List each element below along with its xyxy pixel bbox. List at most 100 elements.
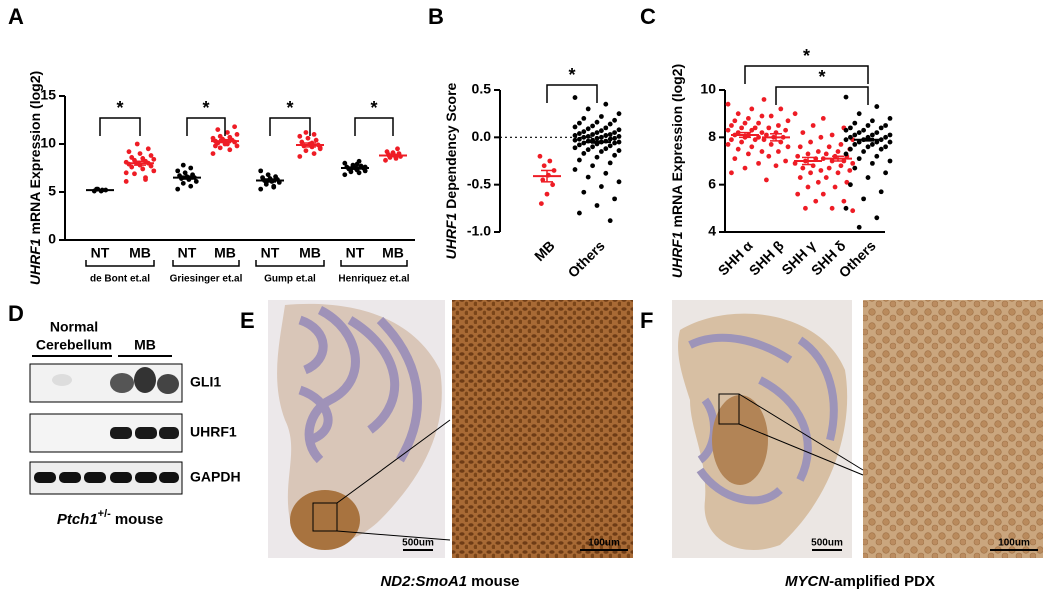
- data-point: [175, 186, 181, 192]
- data-point: [829, 205, 835, 211]
- data-point: [818, 134, 824, 140]
- data-point: [749, 127, 755, 133]
- data-point: [585, 133, 591, 139]
- band: [110, 427, 132, 439]
- blot-header: MB: [134, 337, 156, 353]
- y-tick-label: 4: [708, 223, 716, 239]
- data-point: [383, 157, 388, 163]
- data-point: [756, 134, 761, 140]
- data-point: [850, 160, 856, 166]
- data-point: [180, 162, 186, 168]
- data-point: [815, 179, 821, 185]
- data-point: [577, 136, 582, 142]
- data-point: [313, 137, 319, 143]
- data-point: [126, 149, 132, 155]
- data-point: [865, 175, 871, 180]
- data-point: [132, 171, 137, 177]
- data-point: [874, 130, 880, 136]
- data-point: [311, 132, 317, 137]
- significance-label: *: [202, 98, 209, 118]
- data-point: [874, 153, 880, 159]
- data-point: [607, 136, 613, 142]
- data-point: [778, 106, 784, 112]
- zoom-image: [452, 300, 633, 558]
- data-point: [303, 148, 309, 154]
- data-point: [800, 130, 806, 136]
- data-point: [395, 146, 400, 152]
- data-point: [616, 148, 622, 153]
- data-point: [759, 149, 765, 154]
- significance-bracket: [354, 117, 394, 136]
- data-point: [838, 142, 844, 147]
- y-tick-label: 0.0: [472, 128, 492, 144]
- data-point: [258, 168, 264, 174]
- data-point: [749, 144, 755, 150]
- data-point: [551, 168, 557, 173]
- data-point: [258, 186, 264, 192]
- y-axis-label-text: mRNA Expression (log2): [27, 71, 43, 235]
- blot-header: Normal: [50, 319, 98, 335]
- data-point: [612, 140, 617, 146]
- significance-bracket: [546, 84, 598, 103]
- data-point: [820, 116, 826, 121]
- data-point: [603, 170, 609, 176]
- tumor-region: [712, 395, 768, 485]
- data-point: [826, 144, 832, 150]
- data-point: [745, 151, 751, 157]
- data-point: [594, 203, 600, 208]
- panel-label: A: [8, 4, 24, 29]
- data-point: [581, 189, 587, 195]
- data-point: [616, 179, 622, 185]
- data-point: [607, 160, 613, 166]
- data-point: [537, 153, 543, 159]
- caption-text: mouse: [115, 511, 163, 528]
- data-point: [745, 116, 751, 121]
- data-point: [213, 143, 218, 149]
- histology-f: 500um 100um MYCN-amplified PDX: [672, 300, 1043, 590]
- data-point: [541, 163, 547, 169]
- data-point: [603, 125, 609, 131]
- data-point: [612, 130, 617, 136]
- data-point: [883, 144, 888, 150]
- data-point: [590, 123, 595, 129]
- data-point: [843, 137, 849, 143]
- data-point: [756, 120, 761, 126]
- data-point: [874, 139, 880, 145]
- group-bracket: [85, 260, 155, 267]
- caption-italic: ND2:SmoA1: [380, 573, 467, 590]
- data-point: [865, 123, 871, 128]
- data-point: [848, 146, 853, 152]
- significance-bracket: [186, 117, 226, 136]
- blot-row-label: UHRF1: [190, 424, 237, 440]
- data-point: [783, 127, 788, 133]
- data-point: [800, 165, 806, 171]
- band: [34, 472, 56, 483]
- y-axis-label-gene: UHRF1: [27, 238, 43, 285]
- panel-label: D: [8, 301, 24, 326]
- data-point: [742, 165, 748, 171]
- data-point: [764, 177, 769, 183]
- data-point: [856, 139, 862, 145]
- data-point: [878, 146, 884, 152]
- data-point: [792, 160, 798, 166]
- caption-text: mouse: [471, 573, 519, 590]
- data-point: [544, 191, 550, 197]
- data-point: [785, 144, 791, 150]
- data-point: [232, 124, 238, 130]
- data-point: [607, 121, 613, 127]
- data-point: [603, 146, 609, 152]
- data-point: [856, 111, 862, 117]
- data-point: [844, 179, 850, 185]
- data-point: [572, 137, 578, 143]
- data-point: [852, 142, 858, 147]
- data-point: [752, 125, 758, 131]
- caption-italic: MYCN: [785, 573, 830, 590]
- caption-superscript: +/-: [98, 508, 111, 520]
- data-point: [145, 146, 151, 152]
- data-point: [732, 118, 738, 124]
- data-point: [581, 129, 587, 135]
- data-point: [725, 127, 731, 133]
- blot-row-label: GLI1: [190, 374, 221, 390]
- data-point: [878, 189, 884, 195]
